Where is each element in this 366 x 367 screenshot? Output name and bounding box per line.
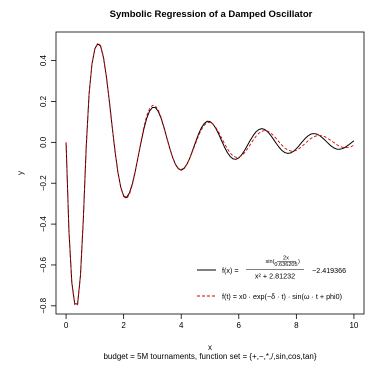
legend: f(x) = sin( 2x 0.636205 ) x² + 2.81232 −…	[197, 256, 346, 301]
y-axis: −0.8 −0.6 −0.4 −0.2 0.0 0.2 0.4	[39, 54, 56, 314]
legend-1-numer-suffix: )	[298, 259, 300, 265]
x-tick-label: 4	[179, 321, 184, 330]
legend-1-inner-denom: 0.636205	[274, 262, 297, 268]
plot-frame	[55, 31, 365, 315]
y-tick-label: −0.6	[39, 257, 48, 273]
series-group	[65, 42, 355, 306]
y-tick-label: −0.2	[39, 175, 48, 191]
x-tick-label: 2	[121, 321, 126, 330]
legend-1-lhs: f(x) =	[222, 266, 239, 275]
series-line-2	[65, 42, 355, 306]
y-tick-label: 0.4	[39, 54, 48, 66]
y-tick-label: −0.8	[39, 297, 48, 313]
legend-entry-2: f(t) = x0 · exp(−δ · t) · sin(ω · t + ph…	[197, 292, 342, 301]
x-tick-label: 0	[64, 321, 69, 330]
series-line-1	[65, 43, 355, 305]
chart-subtitle: budget = 5M tournaments, function set = …	[103, 352, 316, 361]
x-axis: 0 2 4 6 8 10	[64, 314, 359, 330]
y-tick-label: 0.0	[39, 136, 48, 148]
legend-1-numer-prefix: sin(	[265, 259, 274, 265]
legend-1-numerator: sin(	[265, 259, 274, 265]
legend-1-denominator: x² + 2.81232	[255, 272, 295, 281]
y-tick-label: −0.4	[39, 216, 48, 232]
y-axis-label: y	[16, 171, 25, 175]
y-tick-label: 0.2	[39, 95, 48, 107]
legend-1-suffix: −2.419366	[312, 266, 346, 275]
x-tick-label: 10	[349, 321, 358, 330]
x-tick-label: 8	[294, 321, 299, 330]
x-tick-label: 6	[237, 321, 242, 330]
legend-1-inner-numer: 2x	[283, 256, 289, 262]
x-axis-label: x	[208, 343, 212, 352]
legend-entry-1: f(x) = sin( 2x 0.636205 ) x² + 2.81232 −…	[197, 256, 346, 281]
chart-title: Symbolic Regression of a Damped Oscillat…	[110, 9, 313, 20]
legend-2-label: f(t) = x0 · exp(−δ · t) · sin(ω · t + ph…	[222, 292, 342, 301]
